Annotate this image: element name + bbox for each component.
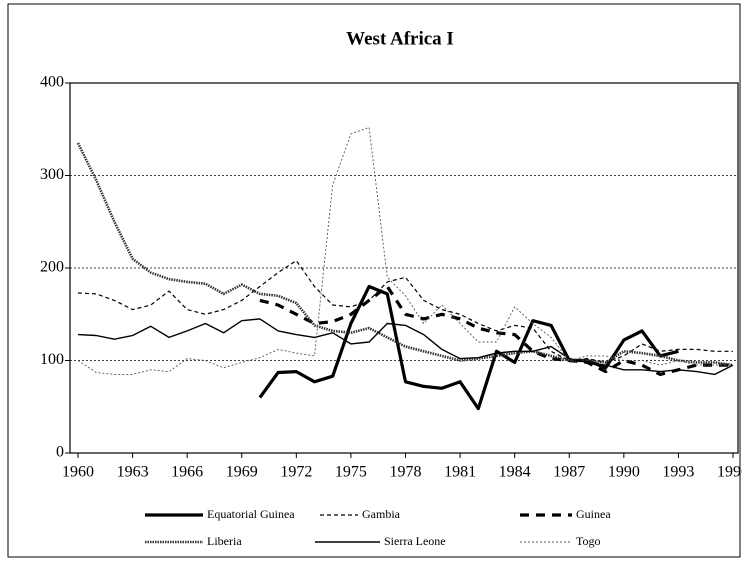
y-tick-label: 400	[40, 74, 64, 91]
series-line	[259, 284, 733, 376]
x-tick-label: 1978	[390, 464, 422, 481]
x-tick-label: 1990	[608, 464, 640, 481]
series-line	[77, 126, 733, 375]
x-tick-label: 1987	[553, 464, 585, 481]
x-tick-label: 1972	[280, 464, 312, 481]
legend-label: Sierra Leone	[384, 534, 446, 548]
x-tick-label: 1963	[117, 464, 149, 481]
x-tick-label: 1984	[499, 464, 531, 481]
y-tick-label: 0	[56, 444, 64, 461]
plot-frame	[69, 82, 739, 454]
x-tick-label: 1966	[171, 464, 203, 481]
series-line	[258, 284, 679, 411]
chart-border	[7, 3, 741, 558]
legend-label: Gambia	[362, 507, 401, 521]
legend-label: Equatorial Guinea	[207, 507, 295, 521]
legend-label: Guinea	[576, 507, 611, 521]
x-tick-label: 1969	[226, 464, 258, 481]
series-line	[77, 318, 734, 376]
legend-label: Liberia	[207, 534, 242, 548]
legend-label: Togo	[576, 534, 601, 548]
y-tick-label: 300	[40, 166, 64, 183]
x-tick-label: 1975	[335, 464, 367, 481]
x-tick-label: 1960	[62, 464, 94, 481]
chart-title: West Africa I	[346, 28, 454, 49]
x-tick-label: 1993	[662, 464, 694, 481]
series-line	[77, 260, 733, 363]
y-tick-label: 200	[40, 259, 64, 276]
y-tick-label: 100	[40, 351, 64, 368]
x-tick-label: 1981	[444, 464, 476, 481]
series-line	[76, 142, 734, 367]
x-tick-label: 1996	[717, 464, 742, 481]
